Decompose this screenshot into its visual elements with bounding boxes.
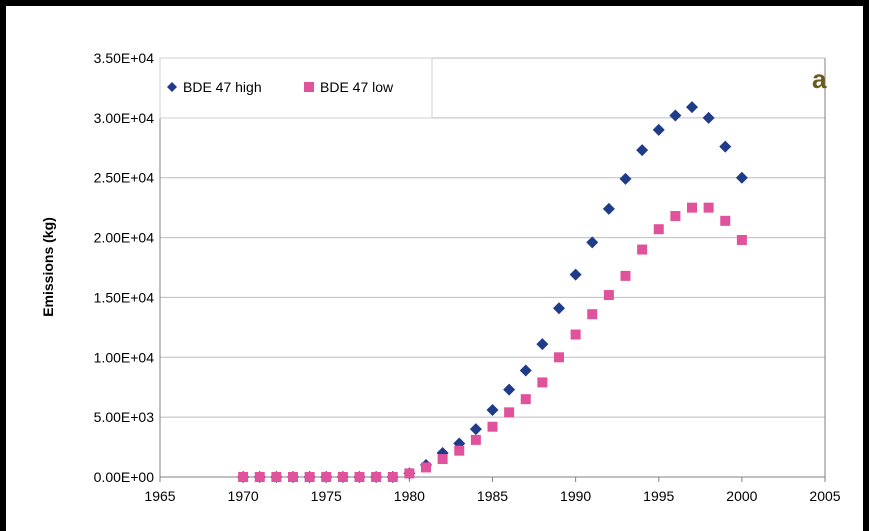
panel-label: a [812,64,827,94]
data-point-low [603,290,614,301]
legend-marker-high [167,82,177,92]
data-point-low [487,421,498,432]
y-tick-label: 5.00E+03 [94,409,155,425]
data-point-high [602,202,615,215]
data-point-low [470,434,481,445]
y-tick-label: 1.50E+04 [94,289,155,305]
data-point-high [553,302,565,315]
data-point-high [486,403,499,416]
data-point-low [437,454,448,465]
data-point-low [387,472,398,482]
data-point-low [254,472,265,482]
data-point-high [469,423,482,436]
y-tick-label: 0.00E+00 [94,469,155,485]
legend-label-high: BDE 47 high [183,79,262,95]
data-point-low [637,244,648,255]
data-point-high [669,109,682,122]
data-point-high [503,383,516,396]
data-point-low [687,202,697,213]
data-point-low [321,472,332,482]
x-tick-label: 1995 [643,488,674,504]
data-point-low [404,468,415,479]
data-point-high [536,338,549,351]
data-point-high [652,123,665,136]
x-tick-label: 1980 [394,488,425,504]
data-point-low [421,462,431,473]
data-point-high [569,268,582,281]
y-tick-label: 2.00E+04 [94,230,155,246]
x-tick-label: 1990 [560,488,591,504]
data-point-low [238,472,249,482]
x-tick-label: 2000 [726,488,757,504]
data-point-low [670,211,681,222]
y-tick-label: 3.50E+04 [94,50,155,66]
series-bde47-low [238,202,747,482]
x-tick-label: 1985 [477,488,508,504]
data-point-low [537,377,548,388]
data-point-low [354,472,365,482]
y-axis-title: Emissions (kg) [40,217,56,317]
y-tick-label: 3.00E+04 [94,110,155,126]
data-point-high [735,171,748,184]
x-tick-label: 1975 [311,488,342,504]
data-point-low [653,224,664,235]
data-point-low [271,472,282,482]
legend-label-low: BDE 47 low [320,79,394,95]
data-point-low [504,407,515,418]
x-tick-label: 2005 [809,488,840,504]
y-tick-label: 1.00E+04 [94,349,155,365]
legend-marker-low [304,82,314,92]
x-tick-label: 1965 [144,488,175,504]
data-point-low [620,270,631,281]
data-point-low [587,309,598,320]
data-point-low [371,472,382,482]
y-tick-labels: 0.00E+00 5.00E+03 1.00E+04 1.50E+04 2.00E+04… [94,50,155,485]
x-tick-labels: 1965 1970 1975 1980 1985 1990 1995 2000 2005 [144,488,840,504]
data-point-low [304,472,315,482]
data-point-high [686,101,698,114]
data-point-low [337,472,348,482]
data-point-low [288,472,298,482]
data-point-low [570,329,581,340]
data-point-low [520,394,531,405]
data-point-high [702,111,715,124]
data-point-high [586,236,599,249]
data-point-low [736,234,747,245]
data-point-low [454,445,465,456]
legend-box [159,57,433,119]
data-point-high [619,172,632,185]
data-point-low [720,215,731,226]
legend: BDE 47 high BDE 47 low [159,57,433,119]
y-tick-label: 2.50E+04 [94,170,155,186]
data-point-low [554,352,564,363]
data-point-high [519,364,532,377]
x-tick-label: 1970 [228,488,259,504]
data-point-low [703,202,714,213]
data-point-high [636,144,649,157]
data-point-high [719,140,732,153]
